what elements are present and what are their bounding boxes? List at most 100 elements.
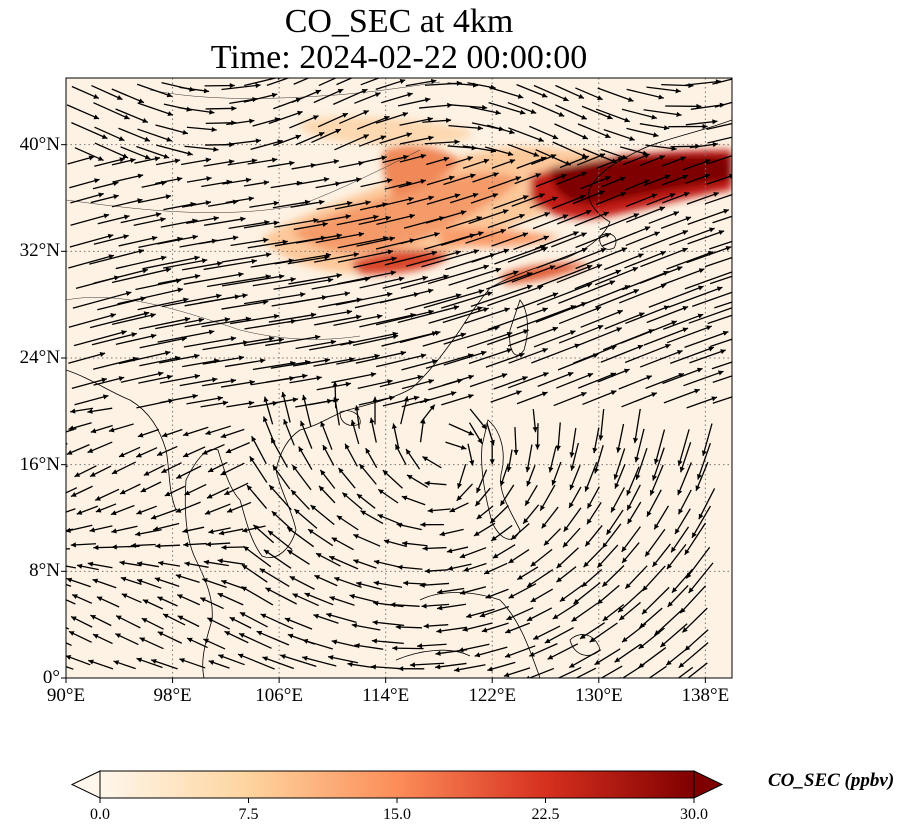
wind-arrow [111,461,136,475]
wind-arrow [445,156,474,167]
wind-arrow [115,633,139,646]
wind-arrow [218,528,244,536]
wind-arrow [71,85,100,100]
wind-arrow [537,264,593,288]
wind-arrow [662,192,690,204]
wind-arrow [685,173,711,184]
wind-arrow [677,489,692,515]
wind-arrow [425,210,467,224]
wind-arrow [458,643,490,653]
wind-arrow [331,537,354,551]
wind-arrow [484,146,514,157]
wind-arrow [91,332,137,346]
wind-arrow [555,422,561,451]
wind-arrow [230,237,269,247]
gridlines [66,78,732,678]
wind-arrow [354,92,381,104]
wind-arrow [569,427,577,458]
wind-arrow [72,290,132,309]
wind-arrow [511,265,556,283]
wind-arrow [91,84,123,101]
wind-arrow [113,660,136,670]
wind-arrow [120,576,142,586]
wind-arrow [384,250,438,266]
wind-arrow [273,134,302,147]
wind-arrow [136,83,173,98]
wind-arrow [155,543,180,549]
wind-arrow [150,658,178,670]
wind-arrow [448,423,475,436]
wind-arrow [548,446,557,473]
wind-arrow [559,155,590,169]
wind-arrow [571,602,599,622]
wind-arrow [626,484,641,511]
wind-arrow [70,407,94,414]
wind-arrow [710,338,732,348]
colorbar-tick-label: 7.5 [238,806,259,823]
wind-arrow [499,463,509,487]
wind-arrow [351,623,381,631]
map-frame [65,77,733,679]
wind-arrow [473,522,496,537]
wind-arrow [142,599,164,610]
wind-arrow [94,142,129,159]
wind-arrow [511,193,545,207]
wind-arrow [108,423,134,433]
lat-tick-label: 24°N [19,347,60,368]
wind-arrow [530,548,553,567]
wind-arrow [291,89,322,104]
wind-arrow [595,191,627,206]
wind-arrow [66,599,76,605]
wind-arrow [87,561,113,569]
wind-arrow [626,466,640,496]
wind-arrow [355,350,407,364]
wind-arrow [422,332,467,347]
wind-arrow [643,174,671,187]
wind-arrow [268,484,292,511]
wind-arrow [204,82,235,89]
wind-arrow [336,78,354,86]
wind-arrow [419,391,457,404]
wind-arrow [596,584,620,605]
wind-arrow [292,593,319,607]
wind-arrow [616,423,625,453]
wind-arrow [579,622,606,640]
wind-arrow [68,254,115,269]
wind-arrow [349,593,377,603]
wind-arrow [533,84,569,102]
wind-arrow [544,626,574,644]
wind-arrow [379,288,434,304]
wind-arrow [289,575,315,590]
wind-arrow [156,144,193,156]
wind-arrow [668,123,708,130]
wind-arrow [136,561,159,568]
wind-arrow [115,255,167,270]
wind-arrow [89,465,112,478]
wind-arrow [94,126,125,142]
wind-arrow [443,350,487,366]
wind-arrow [291,163,317,170]
wind-arrow [352,334,399,346]
wind-arrow [399,330,441,344]
wind-arrow [528,643,558,657]
wind-arrow [483,562,508,575]
wind-arrow [597,368,630,383]
wind-arrow [360,510,384,525]
wind-arrow [621,392,658,408]
wind-arrow [462,622,493,632]
wind-arrow [287,254,330,265]
wind-arrow [136,657,163,669]
wind-arrow [314,574,338,587]
wind-arrow [186,126,217,133]
wind-arrow [621,623,647,643]
wind-arrow [677,462,692,496]
wind-arrow [329,596,355,606]
wind-arrow [203,159,235,167]
wind-arrow [243,292,306,305]
wind-arrow [682,159,711,171]
wind-arrow [575,247,628,270]
wind-arrow [601,565,625,588]
wind-arrow [381,92,413,104]
wind-arrow [317,112,349,128]
wind-arrow [181,157,212,166]
